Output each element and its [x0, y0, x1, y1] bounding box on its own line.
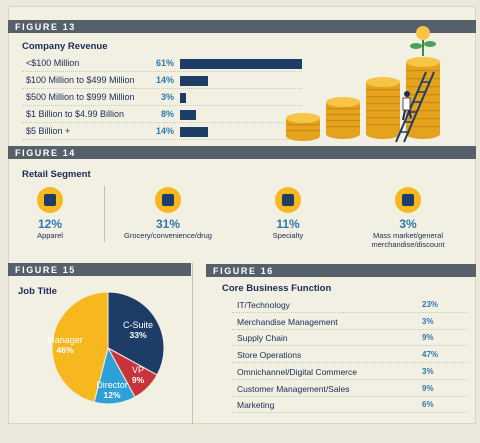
- bar-category-label: <$100 Million: [26, 58, 80, 68]
- segment-pct: 11%: [276, 217, 300, 231]
- function-label: Customer Management/Sales: [237, 383, 350, 394]
- figure16-header: FIGURE 16: [206, 264, 476, 277]
- segment-mass-market: 3% Mass market/general merchandise/disco…: [358, 187, 458, 249]
- segment-label: Mass market/general merchandise/discount: [371, 231, 445, 249]
- pie-slice-value: 9%: [132, 375, 145, 385]
- table-row: Marketing 6%: [232, 397, 468, 414]
- pie-slice-name: Manager: [47, 335, 83, 345]
- segment-grocery: 31% Grocery/convenience/drug: [112, 187, 224, 240]
- figure15-header: FIGURE 15: [8, 263, 191, 276]
- function-label: Supply Chain: [237, 333, 288, 344]
- pie-slice-name: C-Suite: [123, 320, 153, 330]
- segment-label: Specialty: [272, 231, 304, 240]
- pie-slice-c-suite: [107, 291, 165, 376]
- figure14-title: Retail Segment: [22, 169, 91, 180]
- segment-label: Apparel: [37, 231, 63, 240]
- row-divider: [22, 139, 302, 140]
- divider: [192, 263, 193, 424]
- figure13-title: Company Revenue: [22, 41, 108, 52]
- function-label: Store Operations: [237, 350, 302, 361]
- segment-specialty: 11% Specialty: [258, 187, 318, 240]
- pie-slice-manager: [51, 291, 109, 403]
- revenue-bar: [180, 110, 196, 120]
- revenue-bar: [180, 93, 186, 103]
- revenue-bar: [180, 127, 208, 137]
- bar-value-label: 3%: [160, 92, 174, 102]
- bar-category-label: $1 Billion to $4.99 Billion: [26, 109, 125, 119]
- pie-slice-value: 33%: [129, 330, 146, 340]
- row-divider: [22, 71, 302, 72]
- function-label: Merchandise Management: [237, 316, 338, 327]
- segment-apparel: 12% Apparel: [20, 187, 80, 240]
- row-divider: [22, 105, 302, 106]
- coin-stack-3: [366, 77, 400, 139]
- pie-slice-value: 12%: [103, 390, 120, 400]
- shirt-icon: [37, 187, 63, 213]
- bar-value-label: 8%: [160, 109, 174, 119]
- segment-label: Grocery/convenience/drug: [124, 231, 212, 240]
- ladder-icon: [395, 71, 435, 143]
- segment-pct: 3%: [399, 217, 417, 231]
- row-divider: [22, 122, 302, 123]
- money-plant-icon: [410, 26, 436, 56]
- function-value: 3%: [422, 316, 434, 326]
- table-row: Omnichannel/Digital Commerce 3%: [232, 364, 468, 380]
- table-row: Supply Chain 9%: [232, 330, 468, 347]
- function-label: Marketing: [237, 400, 275, 411]
- bar-value-label: 61%: [155, 58, 174, 68]
- coins-ladder-illustration: [286, 26, 440, 143]
- bar-value-label: 14%: [155, 126, 174, 136]
- bar-category-label: $500 Million to $999 Million: [26, 92, 135, 102]
- function-value: 6%: [422, 400, 434, 410]
- table-row: Customer Management/Sales 9%: [232, 381, 468, 397]
- table-row: IT/Technology 23%: [232, 297, 468, 313]
- figure14-header: FIGURE 14: [8, 146, 476, 159]
- pie-slice-value: 46%: [56, 345, 73, 355]
- figure16-title: Core Business Function: [222, 283, 332, 294]
- function-value: 9%: [422, 383, 434, 393]
- climbing-person-icon: [402, 91, 412, 121]
- table-row: Store Operations 47%: [232, 347, 468, 364]
- divider: [104, 186, 105, 242]
- gift-icon: [275, 187, 301, 213]
- shopping-bag-icon: [395, 187, 421, 213]
- function-label: IT/Technology: [237, 300, 290, 310]
- segment-pct: 12%: [37, 217, 63, 231]
- function-value: 3%: [422, 366, 434, 376]
- function-value: 47%: [422, 350, 439, 360]
- revenue-bar: [180, 76, 208, 86]
- pie-slice-name: VP: [132, 365, 144, 375]
- bar-category-label: $100 Million to $499 Million: [26, 75, 135, 85]
- figure13-header: FIGURE 13: [8, 20, 476, 33]
- segment-pct: 31%: [155, 217, 181, 231]
- coin-stack-1: [286, 113, 320, 141]
- bar-value-label: 14%: [155, 75, 174, 85]
- function-label: Omnichannel/Digital Commerce: [237, 366, 357, 377]
- function-value: 23%: [422, 300, 439, 309]
- pie-slice-name: Director: [96, 380, 128, 390]
- row-divider: [22, 88, 302, 89]
- figure15-title: Job Title: [18, 286, 57, 297]
- bar-category-label: $5 Billion +: [26, 126, 71, 136]
- basket-icon: [155, 187, 181, 213]
- coin-stack-2: [326, 97, 360, 139]
- table-row: Merchandise Management 3%: [232, 314, 468, 330]
- function-value: 9%: [422, 333, 434, 343]
- revenue-bar: [180, 59, 302, 69]
